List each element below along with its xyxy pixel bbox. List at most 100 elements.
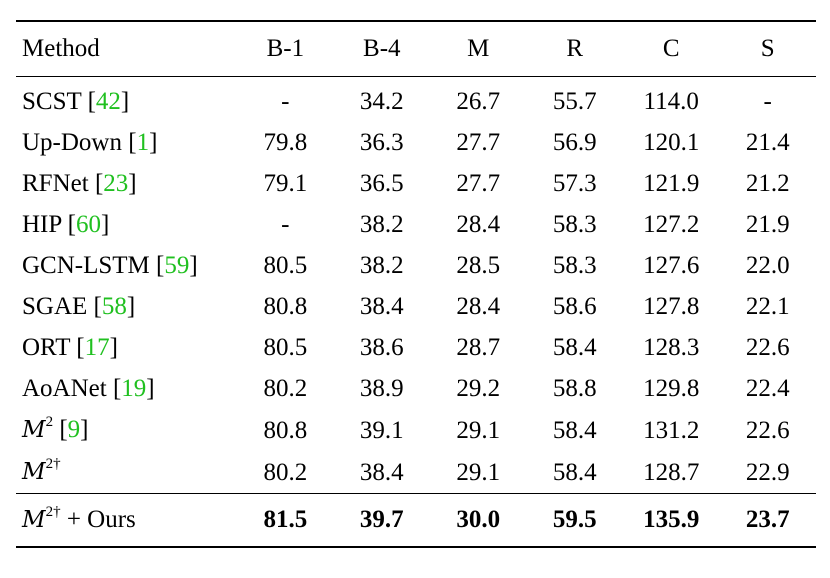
best-value-cell: 23.7 [719, 493, 816, 548]
value-cell: 128.7 [643, 458, 700, 486]
value-cell: 22.0 [745, 252, 790, 279]
citation-link: 23 [103, 170, 129, 197]
header-method: Method [16, 20, 238, 77]
method-name: M [22, 507, 46, 533]
value-cell: 22.6 [745, 334, 790, 361]
value-cell: 22.9 [745, 458, 790, 486]
value-cell: 36.3 [359, 129, 404, 156]
value-cell: - [281, 88, 290, 115]
value-cell: 128.3 [643, 334, 700, 361]
value-cell: - [281, 211, 290, 238]
best-value-cell: 39.7 [333, 493, 431, 548]
method-name: AoANet [22, 375, 107, 402]
header-r: R [526, 20, 623, 77]
value-cell: 38.9 [359, 375, 404, 402]
table-row: M2 [9] 80.8 39.1 29.1 58.4 131.2 22.6 [16, 409, 816, 451]
table-body: SCST [42] - 34.2 26.7 55.7 114.0 - Up-Down [1] 7… [16, 77, 816, 548]
method-cell: Up-Down [1] [22, 129, 158, 156]
header-m: M [430, 20, 527, 77]
value-cell: 80.5 [263, 334, 308, 361]
value-cell: 127.6 [643, 252, 700, 279]
value-cell: 21.2 [745, 170, 790, 197]
value-cell: 80.2 [263, 458, 308, 486]
method-cell: AoANet [19] [22, 375, 155, 402]
method-cell: SGAE [58] [22, 293, 136, 320]
method-suffix: + Ours [60, 506, 136, 533]
value-cell: 28.5 [456, 252, 501, 279]
value-cell: 38.4 [359, 458, 404, 486]
method-cell: M2† [16, 451, 237, 494]
value-cell: 58.4 [552, 458, 597, 486]
citation-link: 17 [84, 334, 110, 361]
method-name: SGAE [22, 293, 88, 320]
value-cell: 27.7 [456, 129, 501, 156]
method-cell: M2† + Ours [16, 493, 238, 548]
value-cell: 131.2 [643, 416, 700, 444]
value-cell: 26.7 [456, 88, 501, 115]
value-cell: 29.1 [456, 458, 501, 486]
value-cell: 21.4 [745, 129, 790, 156]
value-cell: 56.9 [552, 129, 597, 156]
best-value-cell: 30.0 [430, 493, 527, 548]
citation-link: 9 [67, 416, 81, 443]
table-row: AoANet [19] 80.2 38.9 29.2 58.8 129.8 22.4 [16, 368, 816, 409]
best-value-cell: 81.5 [237, 493, 334, 548]
method-superscript: 2† [45, 503, 61, 520]
method-name: RFNet [22, 170, 89, 197]
best-value-cell: 135.9 [622, 493, 720, 548]
value-cell: 57.3 [552, 170, 597, 197]
value-cell: 79.8 [263, 129, 308, 156]
value-cell: 80.8 [263, 416, 308, 444]
value-cell: 129.8 [643, 375, 700, 402]
value-cell: 28.4 [456, 293, 501, 320]
value-cell: 38.4 [359, 293, 404, 320]
citation-link: 42 [95, 88, 121, 115]
method-name: HIP [22, 211, 62, 238]
table-row: GCN-LSTM [59] 80.5 38.2 28.5 58.3 127.6 22.0 [16, 245, 816, 286]
method-superscript: 2 [45, 413, 54, 430]
value-cell: 80.8 [263, 293, 308, 320]
value-cell: 29.1 [456, 416, 501, 444]
value-cell: 58.8 [552, 375, 597, 402]
value-cell: 39.1 [359, 416, 404, 444]
value-cell: 21.9 [745, 211, 790, 238]
value-cell: 58.6 [552, 293, 597, 320]
method-name: GCN-LSTM [22, 252, 150, 279]
table-row: SGAE [58] 80.8 38.4 28.4 58.6 127.8 22.1 [16, 286, 816, 327]
value-cell: 58.3 [552, 252, 597, 279]
value-cell: 58.3 [552, 211, 597, 238]
citation-link: 60 [75, 211, 101, 238]
value-cell: 120.1 [643, 129, 700, 156]
method-cell: HIP [60] [22, 211, 110, 238]
value-cell: 79.1 [263, 170, 308, 197]
value-cell: 80.2 [263, 375, 308, 402]
table-row: RFNet [23] 79.1 36.5 27.7 57.3 121.9 21.2 [16, 163, 816, 204]
method-name: M [22, 459, 46, 485]
method-cell: M2 [9] [22, 413, 89, 443]
value-cell: - [763, 88, 772, 115]
citation-link: 59 [164, 252, 190, 279]
value-cell: 114.0 [643, 88, 699, 115]
value-cell: 28.7 [456, 334, 501, 361]
method-cell: GCN-LSTM [59] [22, 252, 198, 279]
table-row: HIP [60] - 38.2 28.4 58.3 127.2 21.9 [16, 204, 816, 245]
table-row: M2† 80.2 38.4 29.1 58.4 128.7 22.9 [16, 451, 816, 494]
table-row: ORT [17] 80.5 38.6 28.7 58.4 128.3 22.6 [16, 327, 816, 368]
header-c: C [622, 20, 720, 77]
value-cell: 58.4 [552, 416, 597, 444]
value-cell: 22.6 [745, 416, 790, 444]
citation-link: 1 [136, 129, 150, 156]
value-cell: 55.7 [552, 88, 597, 115]
table-row: Up-Down [1] 79.8 36.3 27.7 56.9 120.1 21.4 [16, 122, 816, 163]
table-row: SCST [42] - 34.2 26.7 55.7 114.0 - [16, 77, 816, 123]
method-superscript: 2† [45, 455, 61, 472]
best-value-cell: 59.5 [526, 493, 623, 548]
method-name: SCST [22, 88, 82, 115]
method-name: Up-Down [22, 129, 122, 156]
method-name: M [22, 417, 46, 443]
citation-link: 19 [121, 375, 147, 402]
method-cell: ORT [17] [22, 334, 118, 361]
value-cell: 38.2 [359, 252, 404, 279]
value-cell: 29.2 [456, 375, 501, 402]
value-cell: 27.7 [456, 170, 501, 197]
